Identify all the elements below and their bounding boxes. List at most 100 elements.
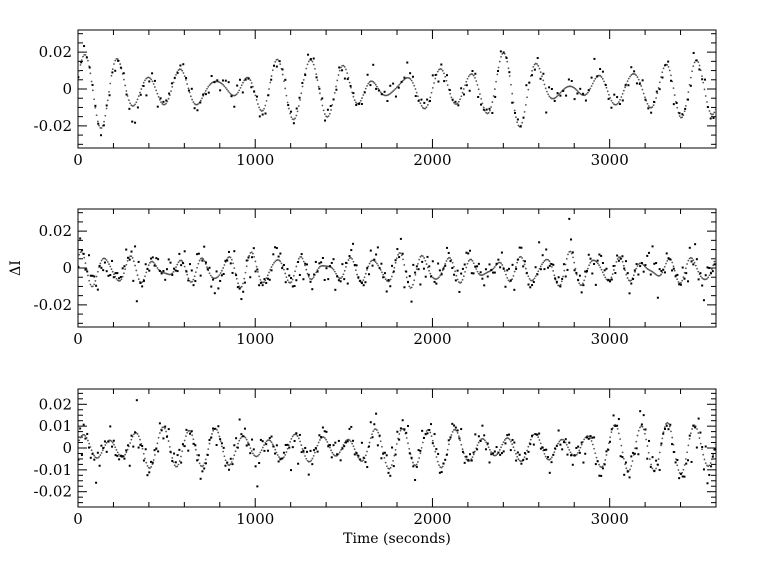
data-point bbox=[438, 471, 441, 474]
model-point bbox=[132, 433, 135, 436]
data-point bbox=[653, 262, 656, 265]
data-point bbox=[210, 436, 213, 439]
data-point bbox=[348, 427, 351, 430]
model-point bbox=[605, 86, 608, 89]
model-point bbox=[650, 463, 653, 466]
data-point bbox=[125, 93, 128, 96]
data-point bbox=[263, 449, 266, 452]
data-point bbox=[538, 432, 541, 435]
model-point bbox=[477, 88, 480, 91]
data-point bbox=[546, 266, 549, 269]
model-point bbox=[319, 92, 321, 95]
data-point bbox=[387, 471, 390, 474]
data-point bbox=[231, 271, 234, 274]
data-point bbox=[275, 65, 278, 68]
data-point bbox=[295, 279, 298, 282]
model-point bbox=[629, 75, 631, 78]
model-point bbox=[579, 92, 582, 95]
model-point bbox=[342, 273, 345, 276]
model-point bbox=[476, 444, 479, 447]
model-point bbox=[136, 433, 139, 435]
model-point bbox=[626, 277, 629, 279]
model-point bbox=[235, 277, 238, 280]
data-point bbox=[570, 454, 573, 457]
data-point bbox=[238, 287, 241, 290]
model-point bbox=[124, 268, 127, 270]
data-point bbox=[134, 431, 137, 434]
data-point bbox=[125, 248, 128, 251]
data-point bbox=[176, 270, 179, 273]
model-point bbox=[162, 426, 165, 429]
data-point bbox=[135, 399, 138, 402]
data-point bbox=[383, 451, 386, 454]
model-point bbox=[641, 88, 644, 91]
data-point bbox=[561, 277, 564, 280]
data-point bbox=[467, 458, 470, 461]
model-point bbox=[175, 266, 177, 269]
data-point bbox=[419, 283, 422, 286]
model-point bbox=[671, 261, 674, 264]
data-point bbox=[291, 285, 294, 288]
data-point bbox=[329, 444, 332, 447]
data-point bbox=[107, 274, 110, 277]
model-point bbox=[393, 266, 396, 269]
model-point bbox=[651, 467, 654, 470]
model-point bbox=[621, 451, 624, 454]
model-point bbox=[689, 432, 692, 435]
data-point bbox=[623, 473, 626, 476]
data-point bbox=[430, 275, 433, 278]
data-point bbox=[639, 265, 642, 268]
model-point bbox=[177, 261, 180, 264]
data-point bbox=[382, 452, 385, 455]
data-point bbox=[527, 450, 530, 453]
model-point bbox=[603, 274, 605, 276]
data-point bbox=[136, 106, 139, 109]
data-point bbox=[222, 446, 225, 449]
data-point bbox=[142, 279, 145, 282]
data-point bbox=[295, 432, 298, 435]
data-point bbox=[118, 277, 121, 280]
model-point bbox=[268, 271, 270, 274]
data-point bbox=[286, 443, 289, 446]
data-point bbox=[315, 76, 318, 79]
model-point bbox=[502, 441, 505, 444]
data-point bbox=[348, 255, 351, 258]
data-point bbox=[533, 68, 536, 71]
model-point bbox=[368, 262, 371, 265]
model-point bbox=[352, 260, 355, 263]
data-point bbox=[601, 261, 604, 264]
data-point bbox=[557, 276, 560, 279]
model-point bbox=[392, 90, 395, 93]
data-point bbox=[380, 457, 383, 460]
data-point bbox=[431, 260, 434, 263]
model-point bbox=[366, 84, 368, 87]
data-point bbox=[357, 454, 360, 457]
model-point bbox=[136, 98, 139, 101]
data-point bbox=[279, 252, 282, 255]
data-point bbox=[215, 270, 218, 273]
model-point bbox=[194, 448, 197, 451]
data-point bbox=[220, 442, 223, 445]
data-point bbox=[146, 474, 149, 477]
model-point bbox=[332, 453, 335, 456]
model-point bbox=[395, 86, 398, 89]
model-point bbox=[616, 257, 619, 260]
data-point bbox=[511, 101, 514, 104]
model-point bbox=[104, 114, 107, 117]
model-point bbox=[120, 278, 123, 281]
model-point bbox=[501, 264, 504, 266]
model-point bbox=[462, 275, 465, 278]
model-point bbox=[219, 272, 222, 274]
data-point bbox=[630, 66, 633, 69]
model-point bbox=[149, 261, 151, 264]
model-point bbox=[683, 110, 686, 113]
model-point bbox=[594, 259, 597, 262]
y-tick-label: -0.02 bbox=[34, 296, 72, 314]
data-point bbox=[415, 265, 418, 268]
data-point bbox=[311, 463, 314, 466]
model-point bbox=[697, 270, 700, 273]
model-point bbox=[699, 275, 702, 278]
data-point bbox=[539, 77, 542, 80]
model-point bbox=[101, 449, 104, 452]
